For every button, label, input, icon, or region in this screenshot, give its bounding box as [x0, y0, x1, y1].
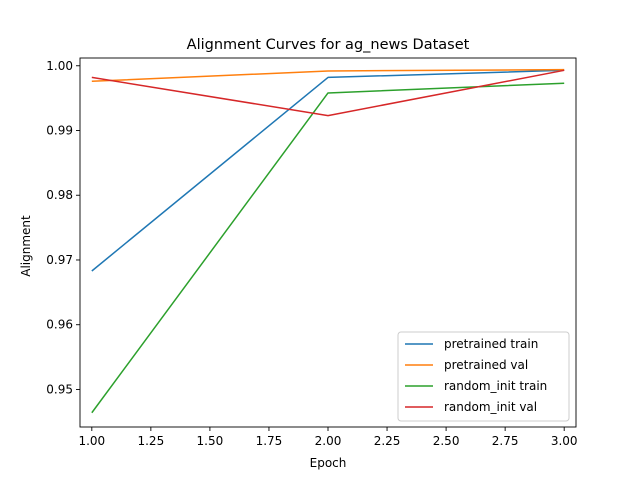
y-axis-label: Alignment — [19, 215, 33, 277]
y-tick-label: 1.00 — [46, 59, 73, 73]
series-lines — [91, 68, 565, 414]
x-tick-label: 2.00 — [315, 434, 342, 448]
y-tick-label: 0.96 — [46, 318, 73, 332]
x-tick-label: 2.75 — [492, 434, 519, 448]
x-tick-label: 1.25 — [137, 434, 164, 448]
legend-label: random_init val — [444, 400, 537, 414]
x-axis-ticks: 1.00 1.25 1.50 1.75 2.00 2.25 2.50 2.75 3.00 — [78, 427, 578, 448]
series-line-pretrained-train — [91, 69, 565, 272]
y-tick-label: 0.99 — [46, 124, 73, 138]
y-tick-label: 0.95 — [46, 382, 73, 396]
legend-label: random_init train — [444, 379, 547, 393]
x-tick-label: 2.25 — [374, 434, 401, 448]
y-axis-ticks: 0.95 0.96 0.97 0.98 0.99 1.00 — [46, 59, 80, 396]
legend-label: pretrained val — [444, 358, 528, 372]
x-tick-label: 1.50 — [197, 434, 224, 448]
series-line-random-init-val — [91, 69, 565, 117]
y-tick-label: 0.98 — [46, 188, 73, 202]
chart-title: Alignment Curves for ag_news Dataset — [187, 37, 470, 53]
x-tick-label: 3.00 — [551, 434, 578, 448]
series-line-pretrained-val — [91, 68, 565, 83]
chart-legend: pretrained train pretrained val random_ini… — [397, 331, 570, 422]
legend-box — [397, 331, 570, 422]
y-tick-label: 0.97 — [46, 253, 73, 267]
x-tick-label: 1.75 — [256, 434, 283, 448]
legend-label: pretrained train — [444, 337, 538, 351]
x-tick-label: 1.00 — [78, 434, 105, 448]
x-tick-label: 2.50 — [433, 434, 460, 448]
series-line-random-init-train — [91, 82, 565, 414]
x-axis-label: Epoch — [310, 456, 347, 470]
